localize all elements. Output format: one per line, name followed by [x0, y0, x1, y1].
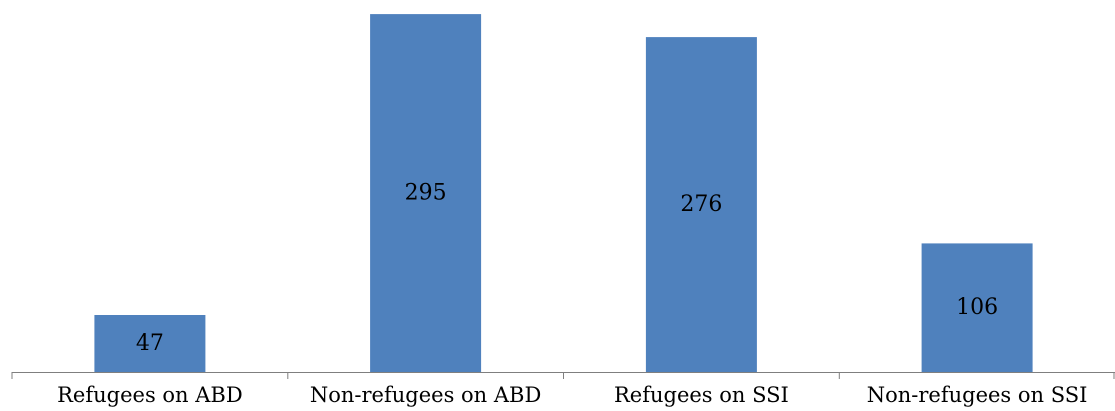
x-tick-labels-group: Refugees on ABD Non-refugees on ABD Refuge… — [57, 383, 1087, 407]
x-axis — [11, 372, 1115, 379]
x-tick-label-3: Non-refugees on SSI — [867, 383, 1088, 407]
bar-3 — [921, 243, 1033, 372]
bars-group — [94, 14, 1033, 372]
x-tick-label-2: Refugees on SSI — [614, 383, 789, 407]
x-tick-label-1: Non-refugees on ABD — [310, 383, 541, 407]
data-label-1: 295 — [405, 181, 447, 206]
data-label-0: 47 — [136, 331, 164, 356]
bar-1 — [370, 14, 482, 372]
x-tick-label-0: Refugees on ABD — [57, 383, 243, 407]
data-label-2: 276 — [680, 192, 722, 217]
bar-2 — [645, 37, 757, 372]
data-label-3: 106 — [956, 295, 998, 320]
bar-0 — [94, 315, 206, 372]
data-labels-group: 47 295 276 106 — [136, 181, 998, 357]
